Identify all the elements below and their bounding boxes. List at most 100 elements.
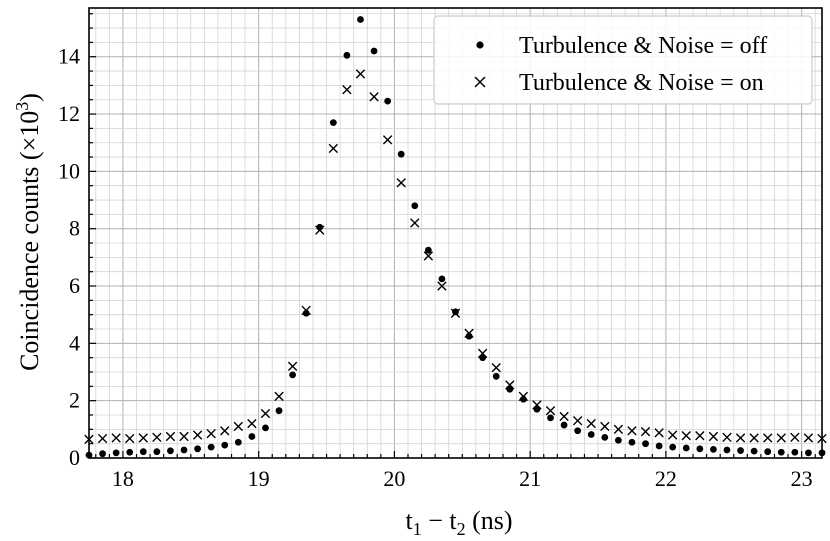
data-point-on <box>410 218 420 228</box>
axis-ticks: 18 19 20 21 22 23 0 2 4 6 8 10 12 14 <box>58 13 816 491</box>
data-point-off <box>139 448 147 456</box>
data-point-on <box>708 431 719 442</box>
data-point-on <box>382 135 393 145</box>
legend-marker-on <box>474 76 486 88</box>
data-point-off <box>452 308 459 316</box>
series-turbulence-on <box>84 69 827 445</box>
x-tick-label: 20 <box>383 466 405 491</box>
data-point-on <box>220 426 230 436</box>
data-point-off <box>207 443 215 451</box>
data-point-off <box>547 414 554 422</box>
y-tick-label: 12 <box>58 101 80 126</box>
data-point-on <box>369 92 379 102</box>
data-point-on <box>423 251 434 261</box>
data-point-on <box>477 348 488 359</box>
legend-label-on: Turbulence & Noise = on <box>519 70 764 96</box>
data-point-off <box>194 445 201 453</box>
y-axis-label: Coincidence counts (×103) <box>12 93 44 371</box>
data-point-off <box>764 448 772 456</box>
data-point-off <box>710 446 717 453</box>
data-point-on <box>572 416 583 426</box>
data-point-off <box>153 448 161 456</box>
y-tick-label: 14 <box>58 44 80 69</box>
data-point-on <box>586 418 596 429</box>
data-point-off <box>628 438 636 446</box>
data-point-off <box>696 445 704 453</box>
data-point-off <box>248 433 256 440</box>
data-point-on <box>152 432 162 443</box>
data-point-off <box>357 16 364 23</box>
data-point-on <box>749 433 759 443</box>
data-point-off <box>438 275 446 283</box>
data-point-on <box>355 69 366 79</box>
data-point-off <box>126 448 134 456</box>
data-point-on <box>437 281 447 291</box>
data-point-off <box>112 449 120 457</box>
data-point-on <box>681 430 691 441</box>
y-tick-label: 0 <box>69 445 80 470</box>
data-point-off <box>560 421 568 429</box>
data-point-off <box>262 424 269 432</box>
y-tick-label: 2 <box>69 388 80 413</box>
data-point-on <box>627 426 637 436</box>
x-tick-label: 22 <box>655 466 677 491</box>
data-point-off <box>275 407 283 415</box>
data-point-on <box>192 430 203 440</box>
data-point-on <box>206 428 216 439</box>
plot-frame <box>88 7 823 459</box>
data-point-off <box>574 427 582 435</box>
data-point-off <box>289 371 297 379</box>
data-point-off <box>343 51 351 59</box>
data-point-on <box>545 406 556 416</box>
data-point-on <box>518 391 529 402</box>
data-point-off <box>329 119 337 127</box>
data-point-on <box>328 143 339 154</box>
data-point-off <box>601 433 609 441</box>
data-point-on <box>790 432 800 443</box>
data-point-on <box>654 428 664 438</box>
data-point-off <box>384 97 392 105</box>
data-point-on <box>559 411 569 422</box>
x-tick-label: 19 <box>248 466 270 491</box>
data-point-on <box>233 421 244 432</box>
data-point-on <box>97 433 108 444</box>
x-tick-label: 18 <box>112 466 134 491</box>
data-point-on <box>260 408 271 419</box>
series-turbulence-off <box>85 16 826 459</box>
data-point-on <box>165 431 176 442</box>
data-point-off <box>587 431 595 438</box>
data-point-off <box>791 448 799 456</box>
data-point-off <box>614 436 622 444</box>
data-point-on <box>600 421 610 432</box>
data-point-off <box>370 47 378 55</box>
data-point-off <box>234 438 242 446</box>
data-point-on <box>301 305 311 316</box>
legend-box <box>433 15 813 105</box>
data-point-off <box>99 450 106 458</box>
data-point-off <box>669 443 677 451</box>
data-point-off <box>397 150 405 158</box>
data-point-off <box>411 202 419 210</box>
data-point-on <box>803 433 814 443</box>
data-point-on <box>287 361 298 371</box>
data-point-on <box>505 380 515 390</box>
data-point-on <box>450 308 461 318</box>
data-point-off <box>180 446 188 454</box>
data-point-off <box>750 447 758 455</box>
data-point-on <box>640 426 651 437</box>
legend-marker-off <box>476 41 484 49</box>
data-point-off <box>805 449 812 457</box>
data-point-on <box>667 430 678 440</box>
data-point-on <box>776 433 786 443</box>
data-point-off <box>723 446 731 454</box>
data-point-on <box>491 363 501 373</box>
y-tick-label: 4 <box>69 330 80 355</box>
data-point-on <box>247 418 257 429</box>
data-point-on <box>138 433 148 443</box>
data-point-on <box>695 430 705 441</box>
data-point-on <box>315 225 325 235</box>
data-point-on <box>274 391 284 402</box>
data-point-on <box>735 433 746 443</box>
data-point-on <box>722 432 732 443</box>
